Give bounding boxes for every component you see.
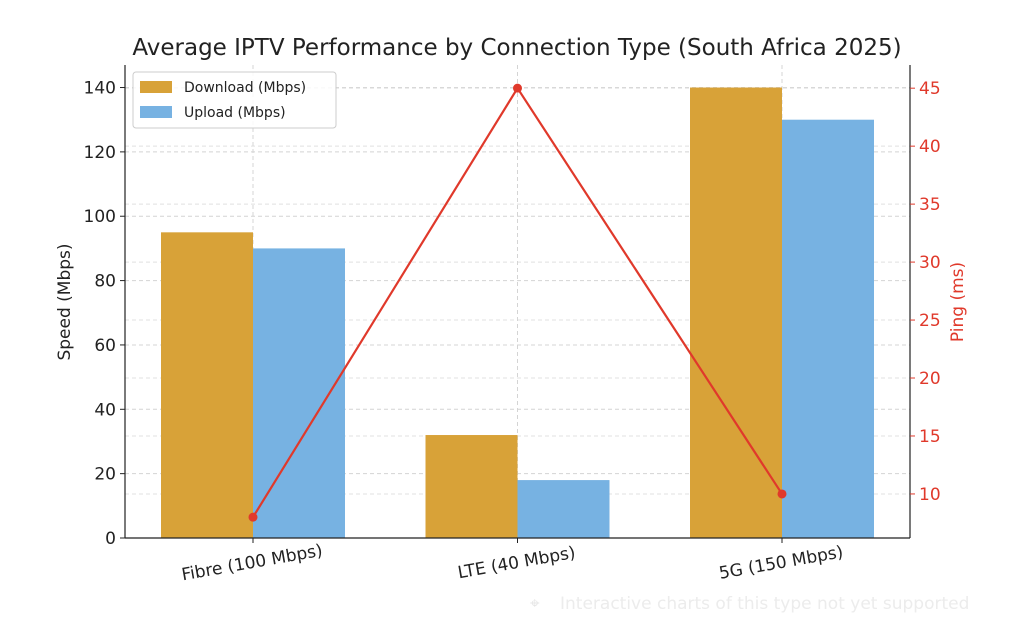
bars <box>161 87 874 539</box>
cursor-icon: ⌖ <box>530 594 540 614</box>
y2-tick-label: 45 <box>919 79 941 99</box>
y-tick-label: 100 <box>84 207 116 227</box>
x-tick-label: Fibre (100 Mbps) <box>180 541 324 585</box>
y2-tick-label: 15 <box>919 427 941 447</box>
y2-tick-label: 20 <box>919 369 941 389</box>
legend: Download (Mbps) Upload (Mbps) <box>132 71 337 129</box>
unsupported-notice-text: Interactive charts of this type not yet … <box>560 594 970 614</box>
legend-swatch-upload <box>140 106 172 118</box>
ping-point <box>777 489 787 499</box>
y2-tick-label: 40 <box>919 137 941 157</box>
y2-tick-label: 35 <box>919 195 941 215</box>
bar-download <box>161 232 253 538</box>
ping-line <box>248 83 787 522</box>
ping-point <box>248 512 258 522</box>
bar-upload <box>782 119 874 538</box>
x-tick-label: 5G (150 Mbps) <box>718 542 845 584</box>
y-tick-label: 20 <box>94 465 116 485</box>
y2-tick-label: 25 <box>919 311 941 331</box>
bar-download <box>425 435 518 538</box>
y2-tick-label: 30 <box>919 253 941 273</box>
bar-upload <box>517 480 610 538</box>
legend-swatch-download <box>140 81 172 93</box>
y-tick-label: 120 <box>84 143 116 163</box>
y-tick-label: 140 <box>84 79 116 99</box>
x-tick-label: LTE (40 Mbps) <box>456 543 577 583</box>
bar-download <box>690 87 782 539</box>
chart-title: Average IPTV Performance by Connection T… <box>132 35 901 61</box>
unsupported-notice: ⌖ Interactive charts of this type not yet… <box>530 594 1024 616</box>
legend-label-upload: Upload (Mbps) <box>184 105 286 121</box>
y2-tick-label: 10 <box>919 485 941 505</box>
y2-axis-label: Ping (ms) <box>948 262 968 342</box>
ping-point <box>513 83 522 93</box>
y-tick-label: 80 <box>94 272 116 292</box>
y-tick-label: 40 <box>94 400 116 420</box>
legend-label-download: Download (Mbps) <box>184 80 306 96</box>
y-tick-label: 60 <box>94 336 116 356</box>
y-axis-label: Speed (Mbps) <box>55 243 75 360</box>
y-tick-label: 0 <box>105 529 116 549</box>
